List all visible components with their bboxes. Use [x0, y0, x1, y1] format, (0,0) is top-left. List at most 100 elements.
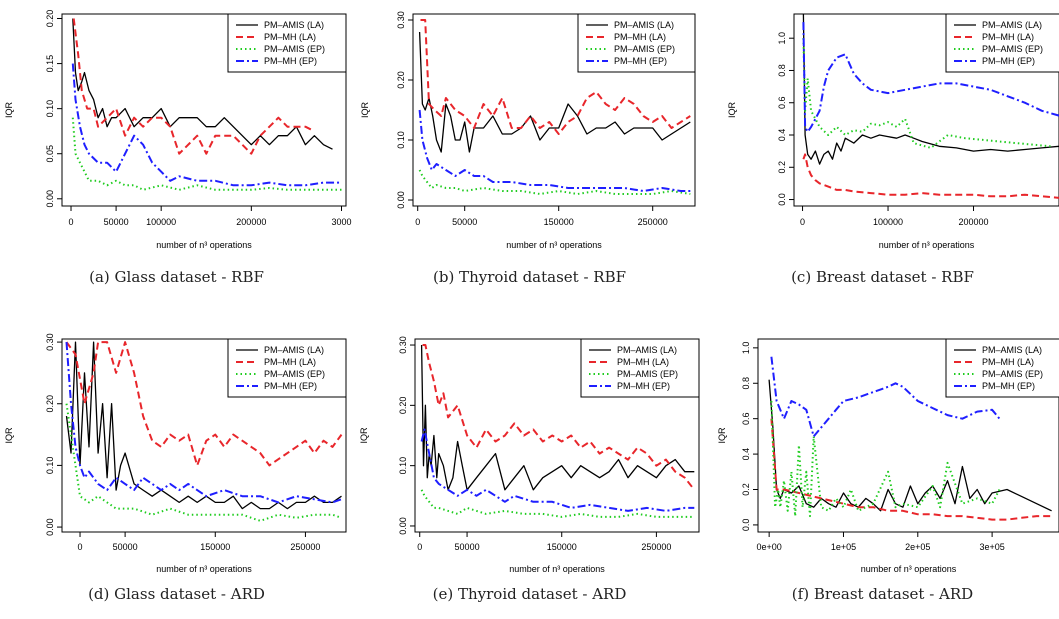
- y-tick-label: 0.10: [45, 457, 55, 475]
- y-axis-label: IQR: [4, 102, 14, 119]
- chart-panel-b: 0 50000 150000 250000 0.00 0.10 0.20 0.30 IQR num…: [353, 0, 706, 309]
- caption-f: (f) Breast dataset - ARD: [791, 585, 974, 603]
- x-tick-label: 100000: [873, 217, 903, 227]
- legend-label-4: PM–MH (EP): [264, 56, 317, 66]
- y-axis-label: IQR: [359, 427, 369, 444]
- y-tick-label: 0.00: [45, 190, 55, 208]
- chart-svg-b: 0 50000 150000 250000 0.00 0.10 0.20 0.30 IQR num…: [360, 11, 696, 250]
- legend-label-1: PM–AMIS (LA): [264, 345, 324, 355]
- caption-c: (c) Breast dataset - RBF: [791, 268, 974, 286]
- chart-panel-c: 0 100000 200000 0.0 0.2 0.4 0.6 0.8 1.0 IQR number…: [706, 0, 1059, 309]
- x-tick-label: 250000: [638, 217, 668, 227]
- plot-frame: [757, 338, 1059, 533]
- x-axis-label: number of n³ operations: [509, 564, 605, 574]
- x-tick-label: 50000: [104, 217, 129, 227]
- y-tick-label: 0.30: [398, 336, 408, 354]
- series-line-1: [802, 14, 1059, 165]
- x-axis-label: number of n³ operations: [156, 240, 252, 250]
- plot-frame: [412, 13, 696, 207]
- legend: PM–AMIS (LA) PM–MH (LA) PM–AMIS (EP) PM–MH …: [945, 339, 1059, 398]
- legend-label-4: PM–MH (EP): [982, 381, 1035, 391]
- y-tick-label: 0.20: [396, 71, 406, 89]
- x-tick-label: 0: [417, 542, 422, 552]
- chart-panel-f: 0e+00 1e+05 2e+05 3e+05 0.0 0.2 0.4 0.6 0.8 1.0 IQ…: [706, 309, 1059, 618]
- x-tick-label: 150000: [544, 217, 574, 227]
- caption-b: (b) Thyroid dataset - RBF: [432, 268, 627, 286]
- chart-svg-a: 0 50000 100000 200000 3000 0.00 0.05 0.10 0.15 0.…: [4, 10, 352, 250]
- series-line-4: [65, 342, 342, 504]
- series-line-2: [72, 18, 315, 155]
- y-tick-label: 0.10: [396, 131, 406, 149]
- legend-label-2: PM–MH (LA): [982, 357, 1034, 367]
- x-tick-label: 200000: [236, 217, 266, 227]
- legend-box: [227, 338, 347, 398]
- legend-label-2: PM–MH (LA): [617, 357, 669, 367]
- legend-label-1: PM–AMIS (LA): [982, 20, 1042, 30]
- y-tick-label: 1.0: [777, 32, 787, 45]
- chart-svg-c: 0 100000 200000 0.0 0.2 0.4 0.6 0.8 1.0 IQR number…: [727, 13, 1059, 250]
- y-tick-label: 0.30: [45, 333, 55, 351]
- legend-box: [945, 339, 1059, 398]
- legend-label-2: PM–MH (LA): [264, 357, 316, 367]
- x-tick-label: 50000: [113, 542, 138, 552]
- chart-panel-a: 0 50000 100000 200000 3000 0.00 0.05 0.10 0.15 0.…: [0, 0, 353, 309]
- x-tick-label: 3000: [331, 217, 351, 227]
- series-line-1: [768, 379, 1052, 512]
- series-line-2: [65, 341, 343, 467]
- legend-label-4: PM–MH (EP): [614, 56, 667, 66]
- legend-label-3: PM–AMIS (EP): [982, 44, 1043, 54]
- y-tick-label: 0.4: [777, 129, 787, 142]
- x-tick-label: 250000: [641, 542, 671, 552]
- x-tick-label: 100000: [146, 217, 176, 227]
- series-line-2: [770, 418, 1052, 521]
- x-tick-label: 0: [415, 217, 420, 227]
- y-tick-label: 0.6: [777, 96, 787, 109]
- series-line-4: [420, 428, 695, 512]
- legend-label-3: PM–AMIS (EP): [264, 44, 325, 54]
- series-line-1: [420, 344, 695, 491]
- y-tick-label: 0.4: [741, 448, 751, 461]
- y-tick-label: 0.20: [45, 10, 55, 28]
- legend: PM–AMIS (LA) PM–MH (LA) PM–AMIS (EP) PM–MH …: [227, 338, 347, 398]
- x-tick-label: 0: [800, 217, 805, 227]
- y-tick-label: 0.00: [396, 191, 406, 209]
- legend-box: [577, 13, 696, 73]
- legend-label-1: PM–AMIS (LA): [614, 20, 674, 30]
- x-tick-label: 0e+00: [757, 542, 782, 552]
- series-line-1: [72, 18, 333, 150]
- caption-a: (a) Glass dataset - RBF: [89, 268, 264, 286]
- y-axis-label: IQR: [360, 102, 370, 119]
- series-line-4: [71, 63, 342, 187]
- legend-label-1: PM–AMIS (LA): [617, 345, 677, 355]
- legend-label-4: PM–MH (EP): [264, 381, 317, 391]
- legend-label-1: PM–AMIS (LA): [982, 345, 1042, 355]
- caption-d: (d) Glass dataset - ARD: [88, 585, 265, 603]
- y-tick-label: 0.00: [398, 517, 408, 535]
- y-tick-label: 0.00: [45, 518, 55, 536]
- legend: PM–AMIS (LA) PM–MH (LA) PM–AMIS (EP) PM–MH …: [577, 13, 696, 73]
- chart-svg-f: 0e+00 1e+05 2e+05 3e+05 0.0 0.2 0.4 0.6 0.8 1.0 IQ…: [717, 338, 1059, 574]
- plot-frame: [61, 338, 347, 533]
- legend-label-2: PM–MH (LA): [982, 32, 1034, 42]
- series-line-3: [420, 489, 695, 518]
- x-axis-label: number of n³ operations: [506, 240, 602, 250]
- plot-frame: [793, 13, 1059, 207]
- legend-label-3: PM–AMIS (EP): [982, 369, 1043, 379]
- x-tick-label: 2e+05: [905, 542, 930, 552]
- x-axis-label: number of n³ operations: [156, 564, 252, 574]
- chart-panel-d: 0 50000 150000 250000 0.00 0.10 0.20 0.30 IQR num…: [0, 309, 353, 618]
- y-tick-label: 0.20: [45, 395, 55, 413]
- legend-label-3: PM–AMIS (EP): [614, 44, 675, 54]
- x-tick-label: 50000: [455, 542, 480, 552]
- series-line-3: [770, 400, 1001, 518]
- series-line-2: [422, 344, 696, 491]
- series-line-1: [65, 341, 342, 510]
- y-tick-label: 0.05: [45, 145, 55, 163]
- x-tick-label: 250000: [290, 542, 320, 552]
- x-tick-label: 150000: [547, 542, 577, 552]
- y-tick-label: 0.8: [741, 377, 751, 390]
- legend-label-1: PM–AMIS (LA): [264, 20, 324, 30]
- y-tick-label: 0.10: [398, 457, 408, 475]
- series-line-2: [420, 19, 691, 135]
- legend-box: [227, 13, 347, 73]
